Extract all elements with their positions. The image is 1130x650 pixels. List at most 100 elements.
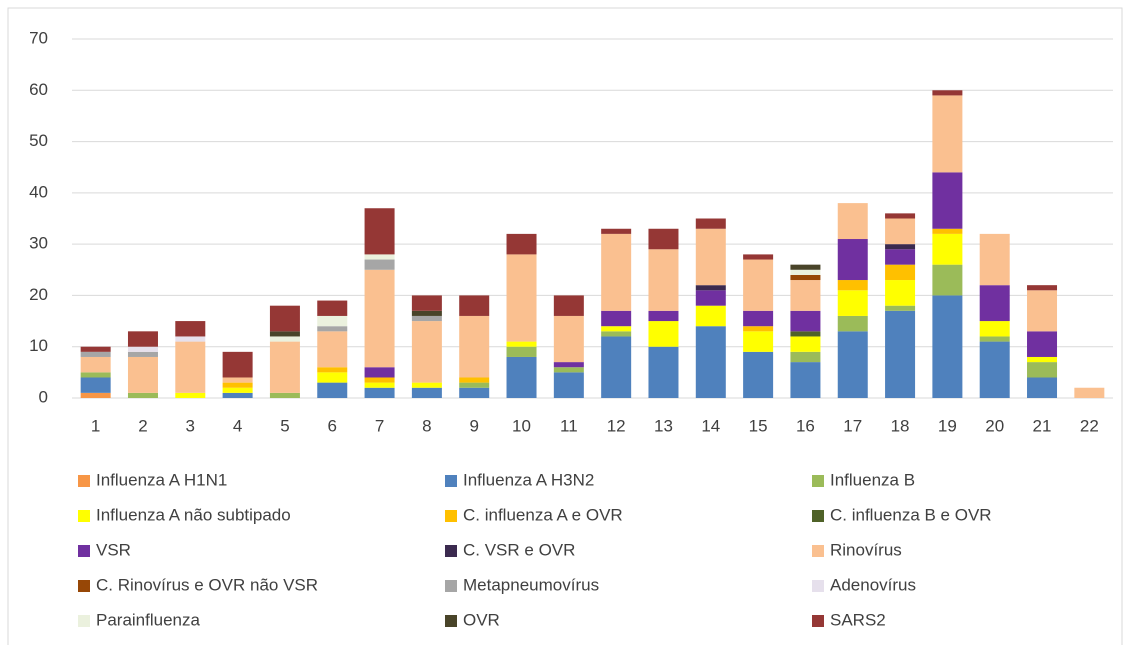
bar-segment [979,233,1010,286]
bar-segment [364,377,395,383]
x-tick-label: 15 [749,416,768,435]
bar-segment [837,331,868,398]
bar-segment [601,336,632,398]
bar-segment [979,321,1010,337]
bar-segment [317,367,348,373]
bar-segment [1027,356,1058,363]
x-tick-label: 8 [422,416,431,435]
bar-segment [411,315,442,322]
bar-segment [885,249,916,265]
y-tick-label: 30 [29,234,48,253]
bar-segment [743,331,774,352]
legend-swatch [78,580,90,592]
x-tick-label: 5 [280,416,289,435]
bar-segment [790,362,821,398]
bar-segment [885,264,916,281]
bar-segment [80,346,111,352]
bar-segment [553,295,584,316]
bar-segment [553,315,584,363]
bar-segment [601,326,632,332]
x-tick-label: 3 [186,416,195,435]
bar-segment [790,310,821,332]
bar-segment [837,290,868,316]
bar-segment [1027,285,1058,291]
x-tick-label: 2 [138,416,147,435]
x-tick-label: 11 [560,416,578,435]
bar-segment [269,341,300,393]
bar-segment [837,203,868,240]
bar-segment [222,351,253,378]
bar-segment [885,213,916,219]
bar-segment [222,392,253,398]
bar-segment [601,310,632,327]
x-tick-label: 21 [1033,416,1052,435]
bar-segment [979,285,1010,322]
bar-segment [695,305,726,327]
bar-segment [411,382,442,388]
bar-segment [364,259,395,270]
bar-segment [459,295,490,316]
bar-segment [506,233,537,255]
bar-segment [695,326,726,398]
legend-label: Parainfluenza [96,610,201,629]
legend-label: Adenovírus [830,575,916,594]
bar-segment [175,392,206,398]
legend-swatch [445,615,457,627]
bar-segment [411,295,442,311]
bar-segment [932,228,963,234]
bar-segment [364,367,395,378]
bar-segment [222,377,253,383]
bar-segment [364,254,395,260]
bar-segment [80,377,111,393]
bar-segment [364,269,395,368]
bar-segment [175,321,206,337]
bar-segment [648,346,679,398]
bar-segment [80,351,111,357]
legend-swatch [78,510,90,522]
bar-segment [127,331,158,347]
x-tick-label: 1 [91,416,100,435]
bar-segment [80,392,111,398]
bar-segment [790,269,821,275]
legend-swatch [445,475,457,487]
legend-swatch [445,510,457,522]
x-tick-label: 9 [469,416,478,435]
bar-segment [648,228,679,250]
bar-segment [1027,377,1058,398]
bar-segment [506,356,537,398]
legend-swatch [812,545,824,557]
bar-segment [364,208,395,255]
bar-segment [269,305,300,332]
bar-segment [175,341,206,393]
y-tick-label: 50 [29,131,48,150]
bar-segment [790,274,821,281]
bar-segment [553,372,584,398]
bar-segment [127,351,158,357]
bar-segment [932,90,963,96]
bar-segment [932,295,963,398]
bar-segment [695,285,726,291]
legend-label: Influenza B [830,470,915,489]
legend-label: OVR [463,610,500,629]
legend-swatch [78,615,90,627]
bar-segment [979,336,1010,342]
bar-segment [743,254,774,260]
legend-swatch [812,510,824,522]
bar-segment [459,377,490,383]
bar-segment [269,392,300,398]
bar-segment [743,351,774,398]
x-tick-label: 20 [985,416,1004,435]
bar-segment [80,372,111,378]
bar-segment [506,346,537,357]
bar-segment [695,218,726,229]
x-tick-label: 18 [891,416,910,435]
bar-segment [553,362,584,368]
bar-segment [506,254,537,342]
x-tick-label: 6 [328,416,337,435]
x-tick-label: 17 [843,416,862,435]
legend-swatch [78,475,90,487]
legend-label: C. influenza A e OVR [463,505,623,524]
bar-segment [364,387,395,398]
x-tick-label: 12 [607,416,626,435]
